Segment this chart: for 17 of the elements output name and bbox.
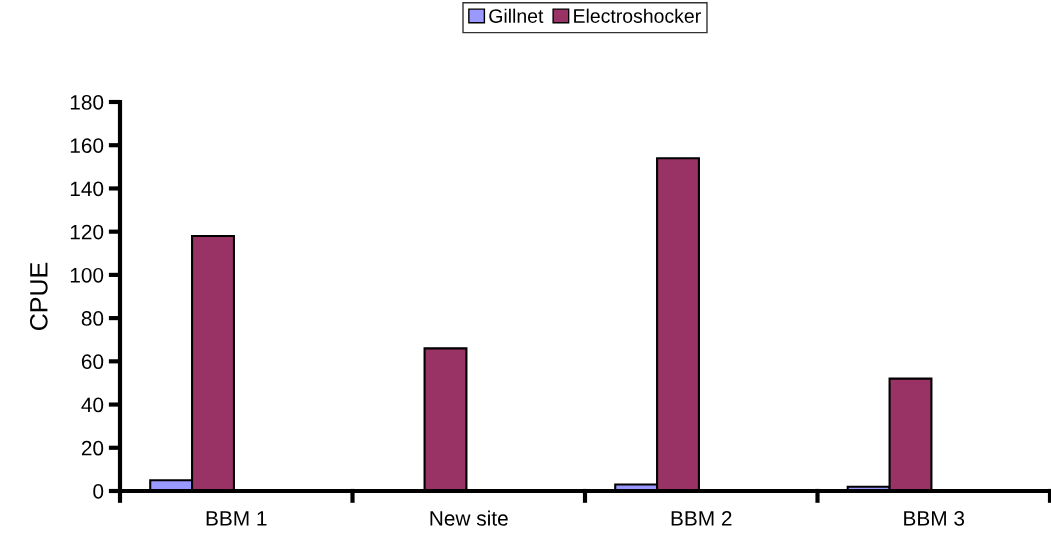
x-tick-label: New site [430, 510, 508, 526]
legend-label: Electroshocker [574, 8, 701, 23]
y-axis-title: CPUE [29, 262, 48, 330]
y-tick-label: 0 [93, 484, 104, 499]
y-tick-label: 160 [70, 138, 104, 153]
y-tick-label: 20 [81, 440, 104, 456]
x-tick-label: BBM 2 [671, 510, 732, 526]
legend-label: Gillnet [489, 8, 544, 23]
y-tick-label: 180 [70, 95, 104, 110]
y-tick-label: 120 [70, 224, 104, 240]
y-tick-label: 80 [81, 311, 104, 326]
y-tick-label: 40 [81, 397, 104, 413]
x-tick-label: BBM 1 [206, 511, 267, 526]
y-tick-label: 60 [81, 354, 104, 370]
y-tick-label: 100 [70, 267, 104, 283]
x-tick-label: BBM 3 [904, 510, 965, 526]
y-tick-label: 140 [70, 181, 104, 197]
